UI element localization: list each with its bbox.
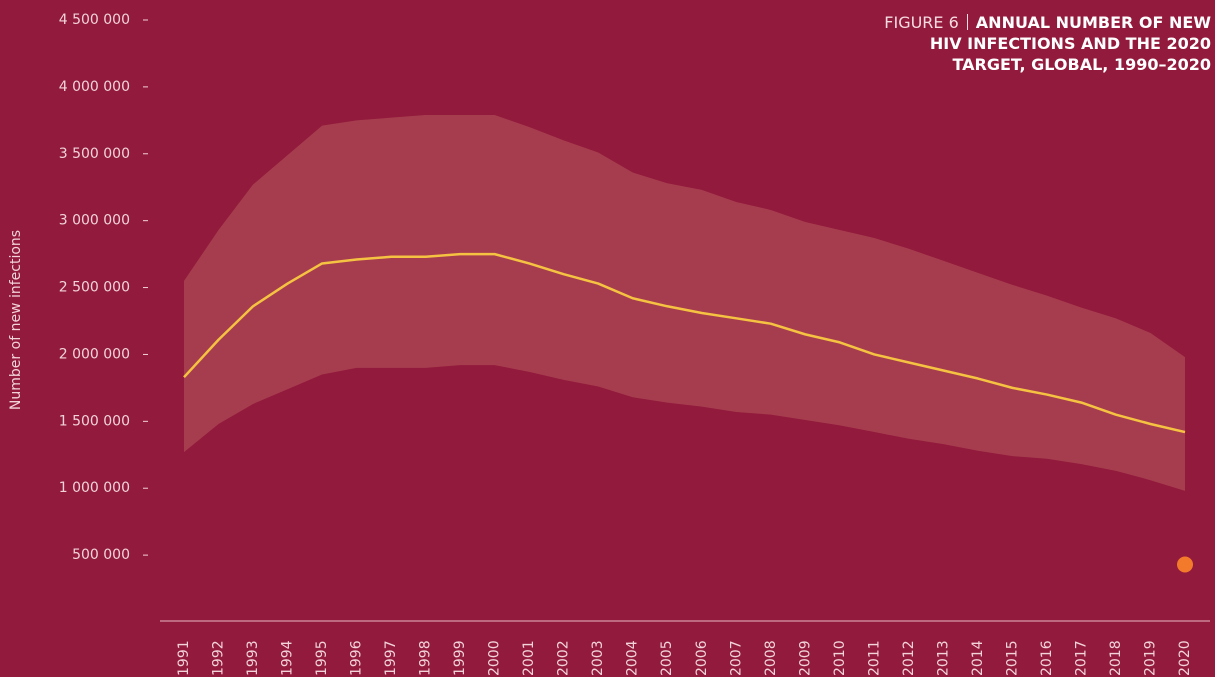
target-point bbox=[1177, 556, 1193, 573]
x-tick-label: 2005 bbox=[659, 640, 675, 676]
x-tick-label: 1998 bbox=[418, 640, 434, 676]
x-tick-label: 2007 bbox=[728, 640, 744, 676]
x-tick-label: 2016 bbox=[1039, 640, 1055, 676]
chart-title: ANNUAL NUMBER OF NEW HIV INFECTIONS AND … bbox=[929, 13, 1211, 74]
x-tick-label: 2017 bbox=[1073, 640, 1089, 676]
x-tick-label: 2008 bbox=[763, 640, 779, 676]
uncertainty-band bbox=[184, 114, 1185, 491]
x-tick-label: 2009 bbox=[797, 640, 813, 676]
x-tick-label: 2019 bbox=[1142, 640, 1158, 676]
x-tick-label: 2013 bbox=[935, 640, 951, 676]
y-tick-label: 1 000 000 bbox=[59, 480, 130, 496]
y-tick-label: 2 000 000 bbox=[59, 346, 130, 362]
y-tick-label: 4 500 000 bbox=[59, 12, 130, 28]
y-axis-label: Number of new infections bbox=[8, 230, 24, 410]
x-tick-label: 1992 bbox=[211, 640, 227, 676]
y-tick-label: 1 500 000 bbox=[59, 413, 130, 429]
x-tick-label: 2014 bbox=[970, 640, 986, 676]
x-tick-label: 1996 bbox=[349, 640, 365, 676]
x-tick-label: 1997 bbox=[383, 640, 399, 676]
x-tick-label: 2003 bbox=[590, 640, 606, 676]
x-tick-label: 2006 bbox=[694, 640, 710, 676]
x-tick-label: 2012 bbox=[901, 640, 917, 676]
figure-label: FIGURE 6 bbox=[884, 13, 959, 32]
x-tick-label: 1994 bbox=[280, 640, 296, 676]
x-tick-label: 2020 bbox=[1177, 640, 1193, 676]
x-tick-label: 1993 bbox=[245, 640, 261, 676]
estimate-line bbox=[183, 252, 1186, 434]
y-tick-label: 500 000 bbox=[72, 547, 130, 563]
y-tick-label: 3 000 000 bbox=[59, 213, 130, 229]
x-tick-label: 2002 bbox=[556, 640, 572, 676]
x-tick-label: 1999 bbox=[452, 640, 468, 676]
y-tick-label: 2 500 000 bbox=[59, 280, 130, 296]
x-tick-label: 2000 bbox=[487, 640, 503, 676]
y-tick-label: 4 000 000 bbox=[59, 79, 130, 95]
x-tick-label: 2004 bbox=[625, 640, 641, 676]
x-tick-label: 2011 bbox=[866, 640, 882, 676]
x-tick-label: 1995 bbox=[314, 640, 330, 676]
x-tick-label: 1991 bbox=[176, 640, 192, 676]
title-block: FIGURE 6 ANNUAL NUMBER OF NEW HIV INFECTI… bbox=[881, 12, 1211, 75]
separator bbox=[966, 14, 968, 30]
x-tick-label: 2015 bbox=[1004, 640, 1020, 676]
x-tick-label: 2018 bbox=[1108, 640, 1124, 676]
x-tick-label: 2001 bbox=[521, 640, 537, 676]
x-tick-label: 2010 bbox=[832, 640, 848, 676]
y-tick-label: 3 500 000 bbox=[59, 146, 130, 162]
